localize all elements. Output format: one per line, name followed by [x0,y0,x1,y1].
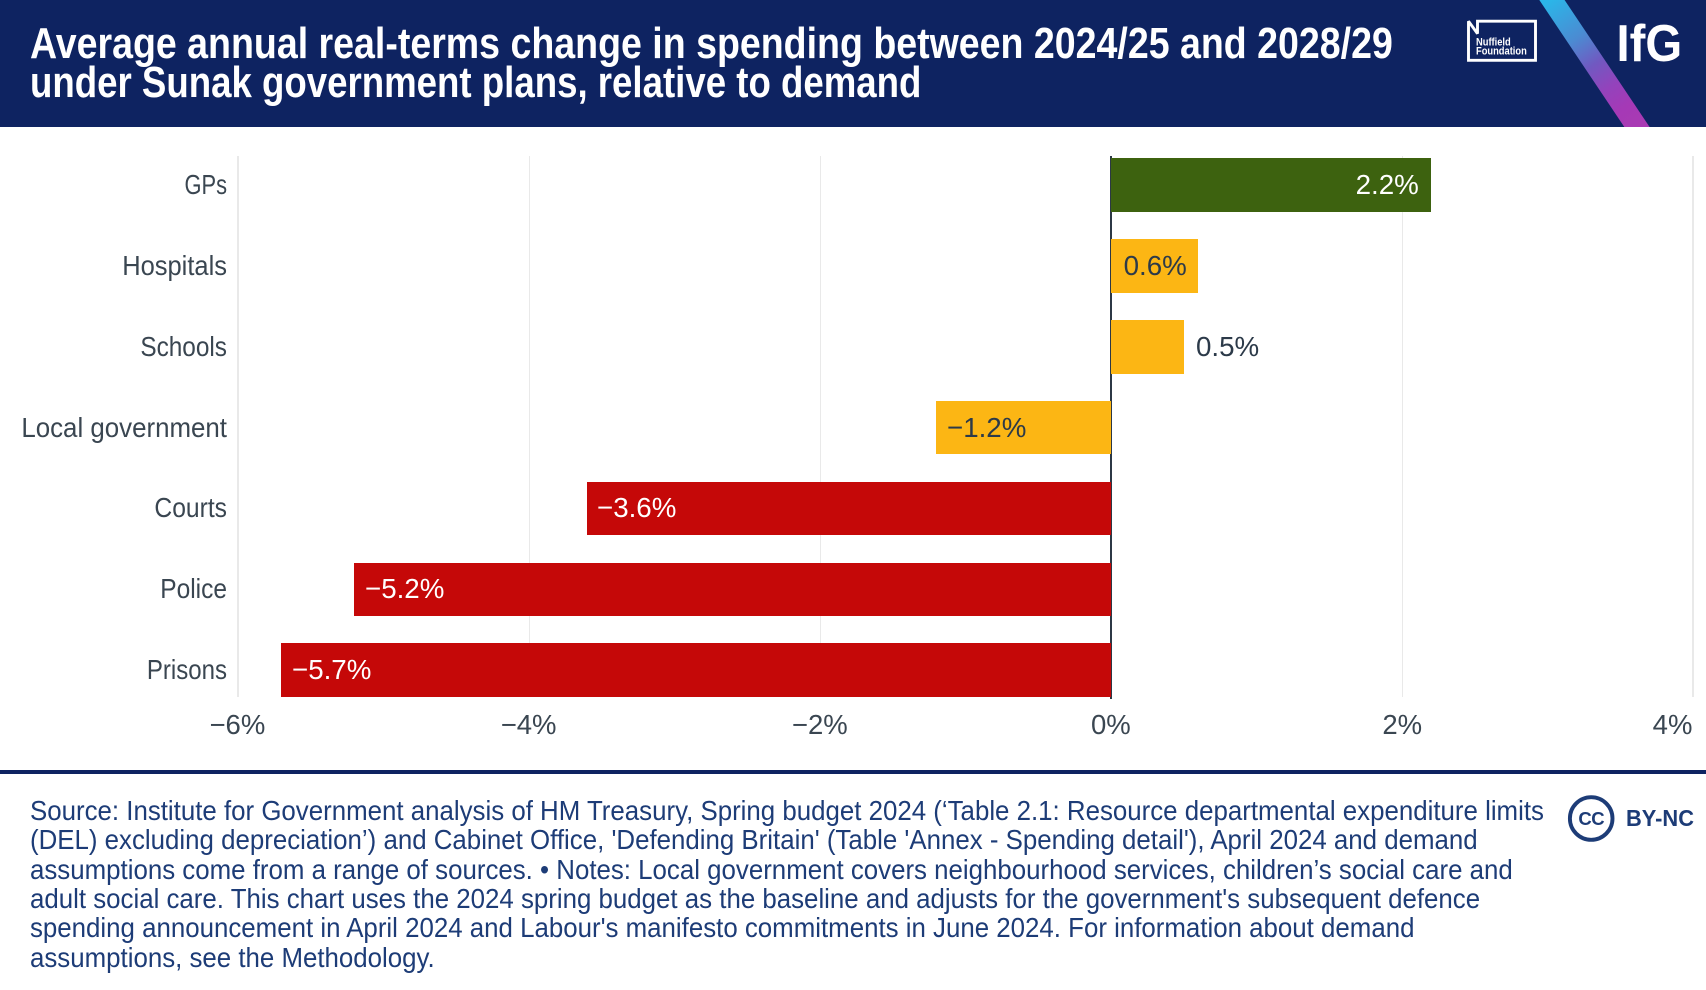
svg-text:Nuffield: Nuffield [1476,37,1511,49]
svg-text:BY-NC: BY-NC [1626,804,1694,831]
svg-text:CC: CC [1578,808,1604,829]
svg-text:Foundation: Foundation [1476,46,1527,58]
